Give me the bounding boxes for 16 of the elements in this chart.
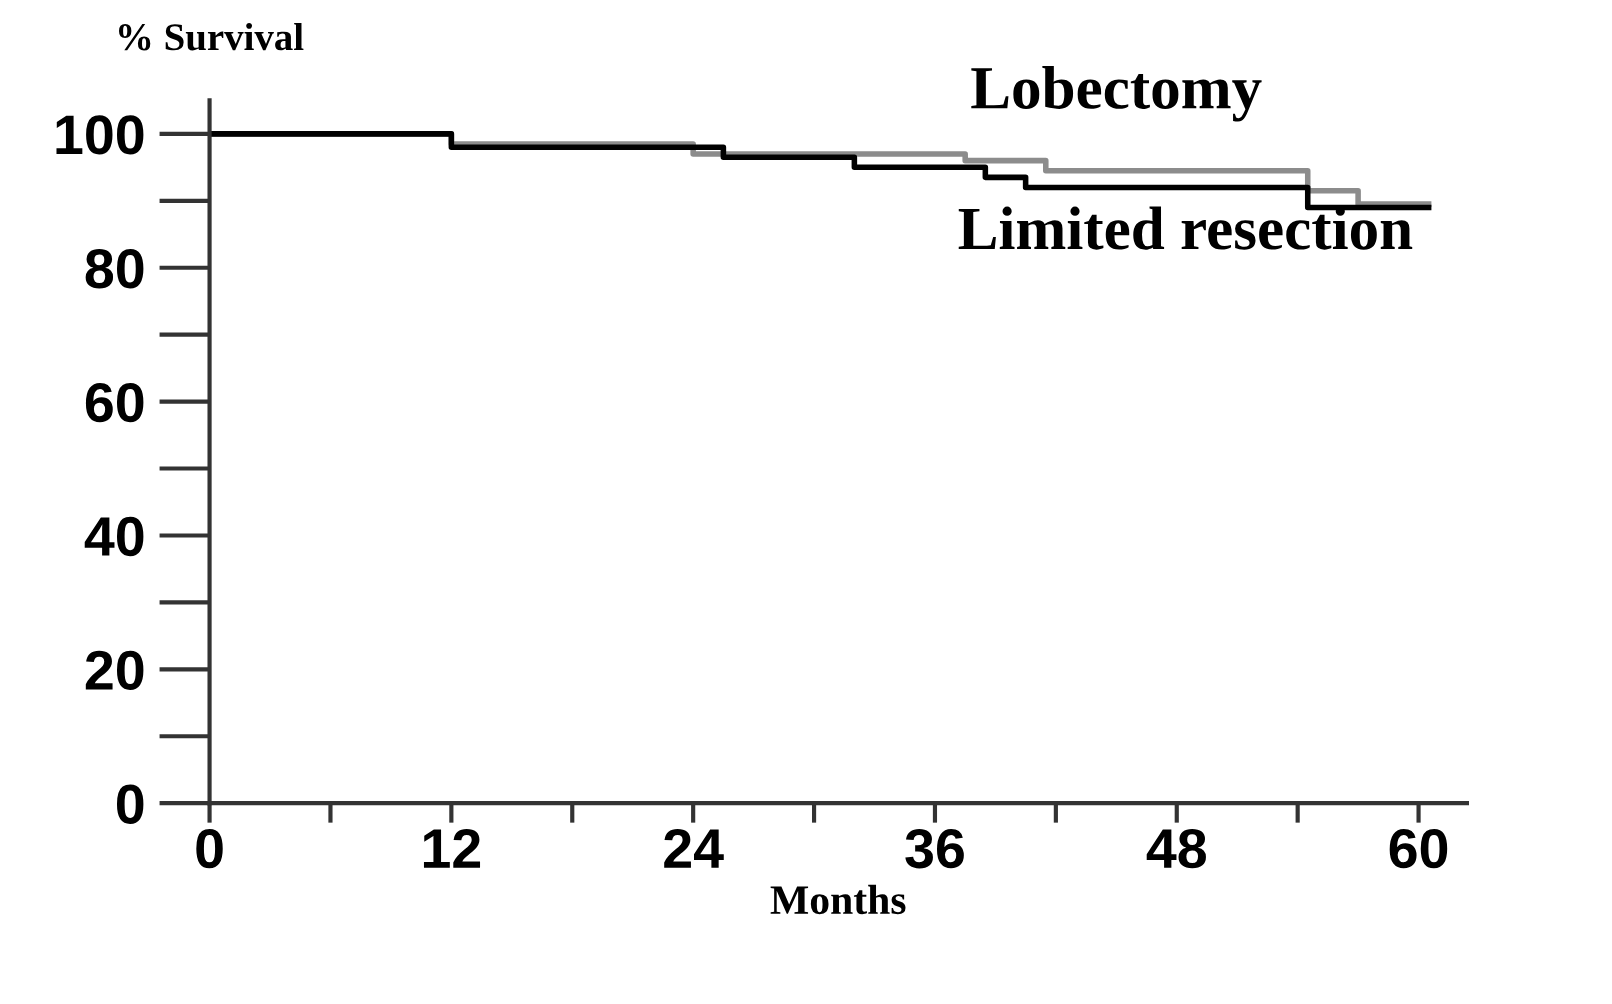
x-tick-label: 60 <box>1389 828 1448 869</box>
x-tick-label: 24 <box>664 828 724 868</box>
x-tick-label: 48 <box>1146 828 1206 869</box>
x-tick-label: 0 <box>196 828 223 869</box>
y-tick-label: 0 <box>116 784 144 824</box>
y-tick-label: 60 <box>85 382 144 423</box>
y-tick-label: 40 <box>84 516 144 557</box>
x-axis-title: Months <box>770 884 906 915</box>
x-tick-label: 12 <box>423 828 481 868</box>
series-label: Lobectomy <box>971 65 1262 122</box>
y-tick-label: 100 <box>56 115 144 155</box>
y-axis-title: % Survival <box>119 22 304 51</box>
y-tick-label: 80 <box>85 249 144 289</box>
x-tick-label: 36 <box>905 828 964 869</box>
series-label: Limited resection <box>958 206 1413 250</box>
y-tick-label: 20 <box>85 650 144 691</box>
